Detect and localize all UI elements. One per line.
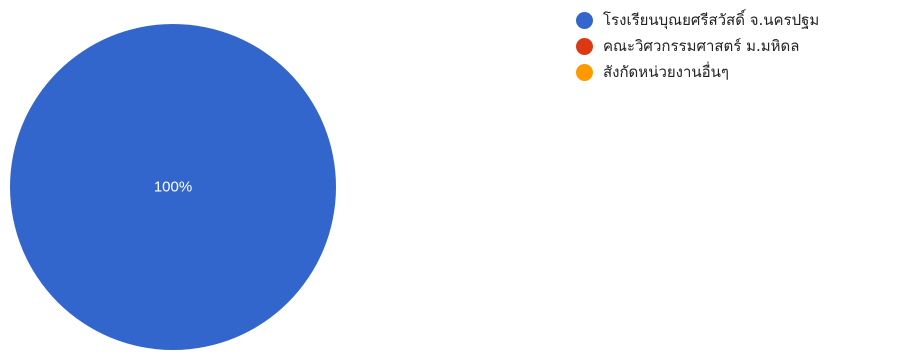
legend-label: สังกัดหน่วยงานอื่นๆ [603,63,729,81]
legend-item[interactable]: คณะวิศวกรรมศาสตร์ ม.มหิดล [576,33,819,59]
legend-item[interactable]: สังกัดหน่วยงานอื่นๆ [576,59,819,85]
pie-slices [10,24,336,350]
legend-label: โรงเรียนบุณยศรีสวัสดิ์ จ.นครปฐม [603,11,820,29]
chart-legend: โรงเรียนบุณยศรีสวัสดิ์ จ.นครปฐมคณะวิศวกร… [576,7,819,85]
legend-swatch-icon [576,37,593,55]
legend-item[interactable]: โรงเรียนบุณยศรีสวัสดิ์ จ.นครปฐม [576,7,819,33]
legend-label: คณะวิศวกรรมศาสตร์ ม.มหิดล [603,37,800,55]
legend-swatch-icon [576,11,593,29]
pie-slice-labels: 100% [154,179,192,196]
legend-swatch-icon [576,63,593,81]
pie-slice[interactable] [10,24,336,350]
slice-percent-label: 100% [154,179,192,196]
